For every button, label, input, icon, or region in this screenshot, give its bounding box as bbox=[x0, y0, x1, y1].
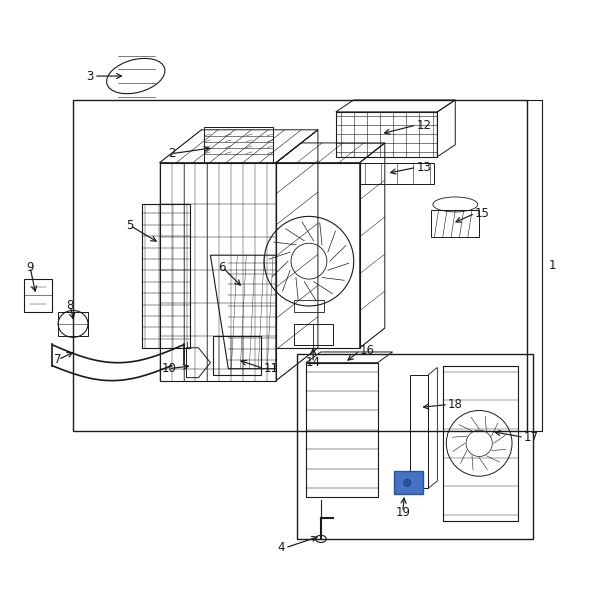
Text: 19: 19 bbox=[395, 506, 410, 518]
Text: 4: 4 bbox=[278, 541, 285, 554]
Text: 14: 14 bbox=[305, 356, 320, 369]
Text: 2: 2 bbox=[168, 147, 175, 160]
Text: 6: 6 bbox=[218, 260, 226, 274]
Text: 8: 8 bbox=[67, 299, 74, 313]
Text: 11: 11 bbox=[264, 362, 279, 375]
Polygon shape bbox=[394, 472, 423, 494]
Text: 18: 18 bbox=[448, 398, 463, 411]
Text: 16: 16 bbox=[360, 344, 375, 357]
Text: 13: 13 bbox=[416, 161, 431, 174]
Text: 3: 3 bbox=[86, 70, 94, 83]
Text: 7: 7 bbox=[55, 353, 62, 366]
Text: 5: 5 bbox=[126, 219, 133, 232]
Text: 17: 17 bbox=[524, 431, 539, 444]
Text: 1: 1 bbox=[549, 259, 557, 272]
Text: 9: 9 bbox=[26, 260, 34, 274]
Circle shape bbox=[404, 479, 411, 487]
Text: 15: 15 bbox=[475, 207, 490, 220]
Text: 10: 10 bbox=[161, 362, 176, 375]
Text: 12: 12 bbox=[416, 119, 431, 131]
